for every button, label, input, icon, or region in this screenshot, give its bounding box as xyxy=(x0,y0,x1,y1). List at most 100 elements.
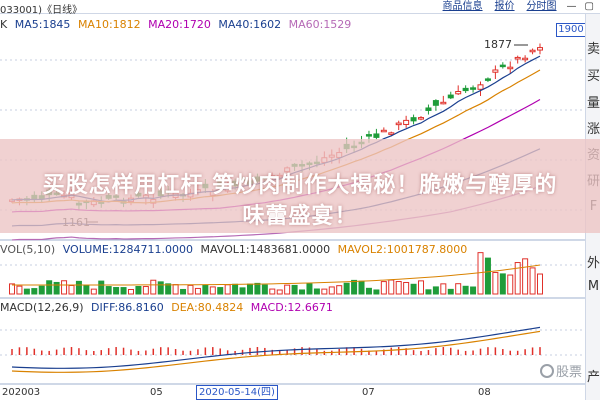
tab-quote[interactable]: 报价 xyxy=(494,1,515,12)
volume-bar xyxy=(351,279,358,295)
candle-body xyxy=(380,129,387,133)
candle-body xyxy=(514,56,521,60)
volume-bar xyxy=(440,283,447,295)
volume-bar xyxy=(23,288,30,295)
volume-bar xyxy=(358,280,365,295)
weibo-icon xyxy=(540,364,554,378)
volume-bar xyxy=(425,289,432,295)
volume-bar xyxy=(299,289,306,295)
volume-bar xyxy=(537,273,543,295)
volume-bar xyxy=(529,267,536,295)
mavol2-value: MAVOL2:1001787.8000 xyxy=(337,243,468,256)
tab-intraday[interactable]: 分时图 xyxy=(526,1,557,12)
volume-bar xyxy=(261,284,268,295)
volume-bar xyxy=(135,285,142,295)
ma20-label: MA20:1720 xyxy=(148,18,211,31)
candle-body xyxy=(537,47,543,51)
candle-body xyxy=(395,122,402,126)
volume-bar xyxy=(507,274,514,295)
volume-bar xyxy=(336,285,343,295)
side-btn-foreign[interactable]: 外 xyxy=(587,256,600,271)
volume-bar xyxy=(246,283,253,295)
volume-bar xyxy=(239,287,246,295)
volume-bar xyxy=(388,279,395,295)
volume-bar xyxy=(343,282,350,295)
cursor-date-box: 2020-05-14(四) xyxy=(196,385,278,400)
candle-body xyxy=(418,117,425,120)
x-tick-07: 07 xyxy=(362,387,375,398)
volume-bar xyxy=(395,281,402,295)
candle-body xyxy=(477,84,484,90)
volume-bar xyxy=(202,284,209,295)
price-box: 1900 xyxy=(556,23,586,37)
tab-product-info[interactable]: 商品信息 xyxy=(442,1,483,12)
candle-body xyxy=(492,69,499,73)
candle-body xyxy=(440,101,447,105)
volume-bar xyxy=(16,285,23,295)
candle-body xyxy=(388,132,395,135)
volume-bar xyxy=(276,289,283,295)
ma-legend: K MA5:1845 MA10:1812 MA20:1720 MA40:1602… xyxy=(0,18,355,32)
volume-bar xyxy=(224,284,231,295)
candle-body xyxy=(403,119,410,125)
volume-bar xyxy=(432,286,439,295)
kline-k-label: K xyxy=(0,18,8,31)
side-btn-product[interactable]: 产 xyxy=(587,370,600,385)
side-btn-sell[interactable]: 卖 xyxy=(587,42,600,57)
candle-body xyxy=(499,64,506,68)
side-btn-rise[interactable]: 涨 xyxy=(587,122,600,137)
volume-bar xyxy=(470,286,477,295)
volume-bar xyxy=(194,287,201,295)
volume-bar xyxy=(217,287,224,295)
volume-bar xyxy=(291,284,298,295)
volume-bar xyxy=(46,280,53,295)
candle-body xyxy=(455,90,462,95)
volume-bar xyxy=(75,280,82,295)
kline-chart[interactable]: 18771161 xyxy=(0,0,585,400)
volume-bar xyxy=(172,284,179,295)
candle-body xyxy=(470,87,477,90)
volume-bar xyxy=(306,283,313,295)
volume-bar xyxy=(313,288,320,295)
ma10-label: MA10:1812 xyxy=(77,18,141,31)
volume-bar xyxy=(455,283,462,295)
candle-body xyxy=(432,100,439,106)
restore-button[interactable]: ▢ xyxy=(584,1,594,12)
volume-bar xyxy=(484,257,491,295)
x-axis: 202003 05 2020-05-14(四) 07 08 xyxy=(0,385,585,400)
volume-bar xyxy=(105,286,112,295)
ma40-label: MA40:1602 xyxy=(218,18,282,31)
volume-bar xyxy=(373,289,380,295)
volume-bar xyxy=(447,288,454,295)
top-tabs: 商品信息 报价 分时图 — ▢ xyxy=(439,0,596,14)
diff-line xyxy=(11,326,541,369)
volume-bar xyxy=(418,280,425,295)
volume-bar xyxy=(492,272,499,295)
volume-bar xyxy=(403,281,410,295)
volume-bar xyxy=(61,280,68,295)
side-btn-buy[interactable]: 买 xyxy=(587,69,600,84)
volume-legend: VOL(5,10) VOLUME:1284711.0000 MAVOL1:148… xyxy=(0,243,471,257)
watermark-text: 股票 xyxy=(556,365,583,380)
headline-banner xyxy=(0,139,600,233)
headline-line-2: 味蕾盛宴！ xyxy=(242,204,358,229)
volume-bar xyxy=(209,286,216,295)
candle-body xyxy=(447,94,454,99)
minimize-button[interactable]: — xyxy=(566,1,577,12)
volume-bar xyxy=(284,284,291,295)
side-btn-volume[interactable]: 量 xyxy=(587,96,600,111)
dea-value: DEA:80.4824 xyxy=(171,301,244,314)
volume-bar xyxy=(165,283,172,295)
headline-line-1: 买股怎样用杠杆 笋炒肉制作大揭秘！脆嫩与醇厚的 xyxy=(42,173,558,198)
volume-bar xyxy=(380,281,387,295)
volume-bar xyxy=(328,286,335,295)
volume-bar xyxy=(499,273,506,295)
side-btn-m[interactable]: M xyxy=(587,279,600,294)
stock-code-label: 033001)《日线》 xyxy=(0,5,83,16)
volume-bar xyxy=(232,283,239,295)
candle-body xyxy=(462,87,469,92)
volume-bar xyxy=(522,258,529,295)
x-tick-08: 08 xyxy=(478,387,491,398)
volume-bar xyxy=(150,279,157,295)
volume-bar xyxy=(127,288,134,295)
